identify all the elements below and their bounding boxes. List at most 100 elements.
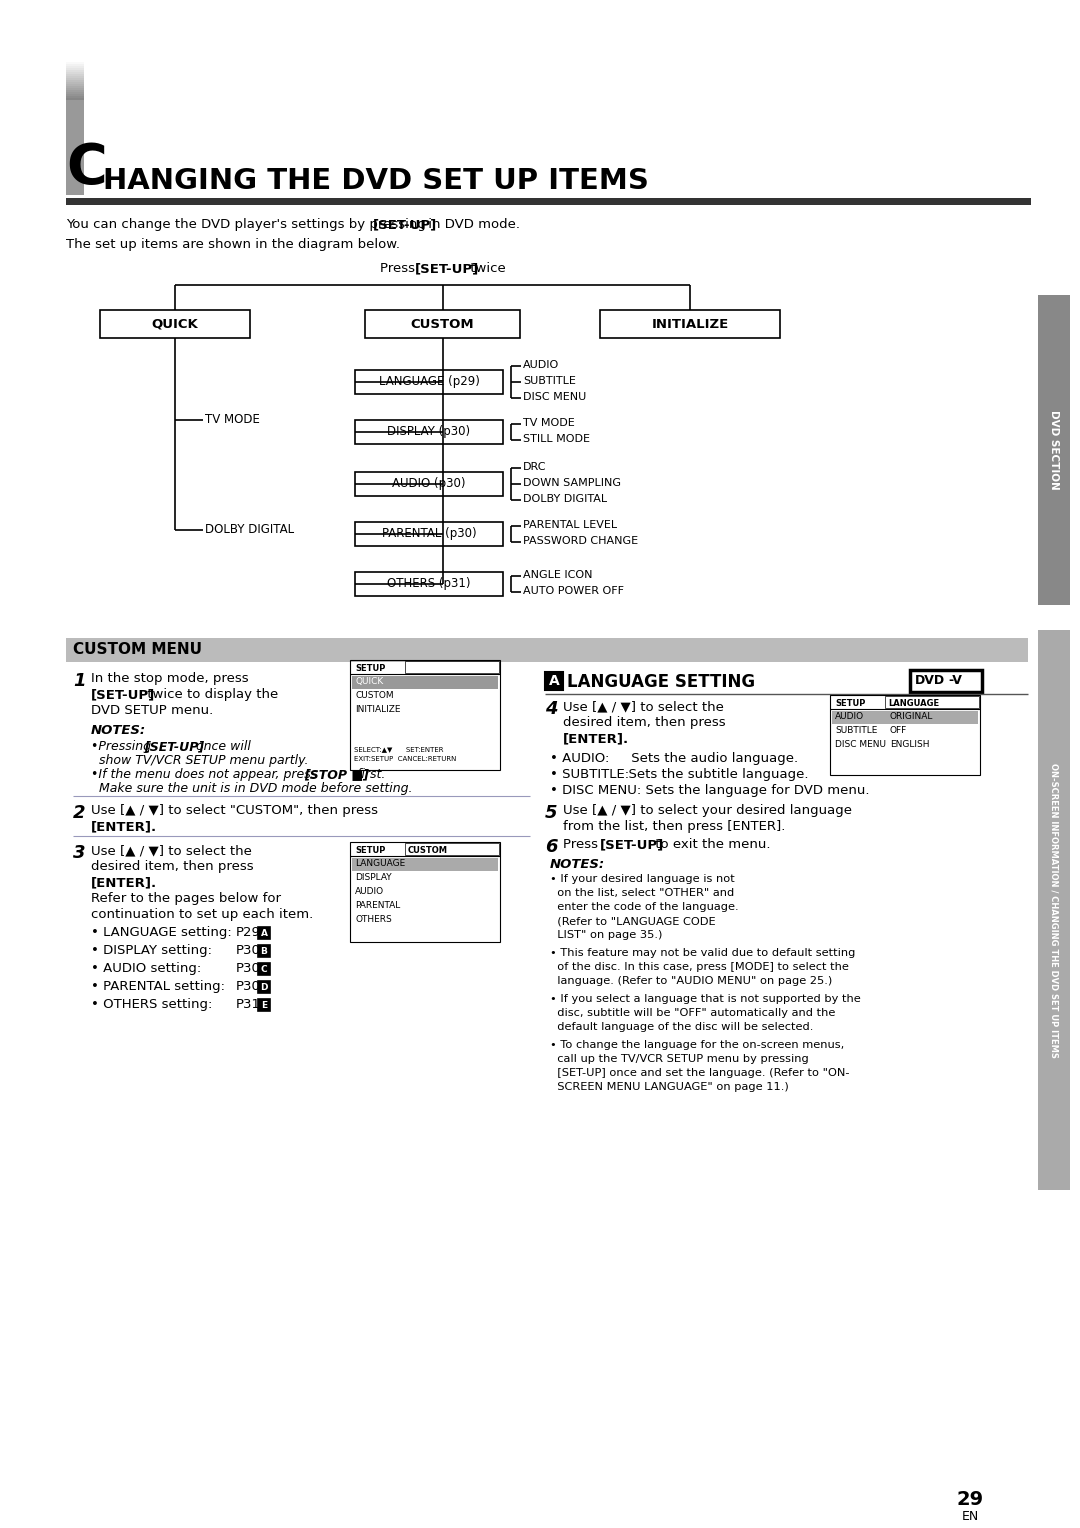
Text: Sets the subtitle language.: Sets the subtitle language. xyxy=(620,769,809,781)
Text: INITIALIZE: INITIALIZE xyxy=(355,704,401,714)
Text: [SET-UP]: [SET-UP] xyxy=(91,688,156,701)
Bar xyxy=(355,420,503,445)
Text: E: E xyxy=(261,1001,267,1010)
Text: [SET-UP]: [SET-UP] xyxy=(415,261,480,275)
Text: AUDIO: AUDIO xyxy=(355,886,384,895)
Text: The set up items are shown in the diagram below.: The set up items are shown in the diagra… xyxy=(66,238,400,251)
Text: EN: EN xyxy=(961,1510,978,1523)
Text: Use [▲ / ▼] to select "CUSTOM", then press: Use [▲ / ▼] to select "CUSTOM", then pre… xyxy=(91,804,378,817)
Text: AUDIO: AUDIO xyxy=(835,712,864,721)
Text: • AUDIO setting:: • AUDIO setting: xyxy=(91,963,201,975)
Bar xyxy=(66,72,84,73)
Text: to exit the menu.: to exit the menu. xyxy=(651,837,770,851)
Text: DISPLAY (p30): DISPLAY (p30) xyxy=(388,425,471,439)
Text: P29: P29 xyxy=(237,926,261,940)
Bar xyxy=(365,310,519,338)
Bar xyxy=(258,927,270,940)
Bar xyxy=(831,695,980,775)
Text: [SET-UP] once and set the language. (Refer to "ON-: [SET-UP] once and set the language. (Ref… xyxy=(550,1068,850,1077)
Text: OTHERS: OTHERS xyxy=(355,915,392,924)
Text: 6: 6 xyxy=(545,837,557,856)
Text: DVD: DVD xyxy=(915,674,945,688)
Text: [ENTER].: [ENTER]. xyxy=(563,732,630,746)
Text: LANGUAGE SETTING: LANGUAGE SETTING xyxy=(567,672,755,691)
Text: TV MODE: TV MODE xyxy=(523,419,575,428)
Text: PASSWORD CHANGE: PASSWORD CHANGE xyxy=(523,536,638,545)
Bar xyxy=(355,571,503,596)
Text: LANGUAGE: LANGUAGE xyxy=(355,859,405,868)
Bar xyxy=(66,84,84,86)
Text: desired item, then press: desired item, then press xyxy=(91,860,254,872)
Bar xyxy=(66,95,84,96)
Bar xyxy=(66,639,1028,662)
Bar xyxy=(405,843,499,856)
Bar xyxy=(66,99,84,196)
Text: CUSTOM: CUSTOM xyxy=(355,691,393,700)
Text: DISC MENU: DISC MENU xyxy=(835,740,886,749)
Bar xyxy=(66,90,84,92)
Text: OTHERS (p31): OTHERS (p31) xyxy=(388,578,471,590)
Text: Press: Press xyxy=(563,837,603,851)
Bar xyxy=(258,963,270,975)
Bar xyxy=(258,944,270,957)
Text: • OTHERS setting:: • OTHERS setting: xyxy=(91,998,213,1012)
Text: 2: 2 xyxy=(73,804,85,822)
Bar xyxy=(355,472,503,497)
Text: D: D xyxy=(260,983,268,992)
Text: INITIALIZE: INITIALIZE xyxy=(651,318,729,330)
Text: DOWN SAMPLING: DOWN SAMPLING xyxy=(523,478,621,487)
Text: P31: P31 xyxy=(237,998,261,1012)
Text: SELECT:▲▼      SET:ENTER: SELECT:▲▼ SET:ENTER xyxy=(354,746,444,752)
Text: Refer to the pages below for: Refer to the pages below for xyxy=(91,892,281,905)
Text: B: B xyxy=(260,946,268,955)
Text: 3: 3 xyxy=(73,843,85,862)
Text: HANGING THE DVD SET UP ITEMS: HANGING THE DVD SET UP ITEMS xyxy=(103,167,649,196)
Text: LIST" on page 35.): LIST" on page 35.) xyxy=(550,931,662,940)
Text: P30: P30 xyxy=(237,963,261,975)
Text: [ENTER].: [ENTER]. xyxy=(91,876,157,889)
Text: 5: 5 xyxy=(545,804,557,822)
Text: • SUBTITLE:: • SUBTITLE: xyxy=(550,769,630,781)
Text: DRC: DRC xyxy=(523,461,546,472)
Text: • If your desired language is not: • If your desired language is not xyxy=(550,874,734,885)
Text: once will: once will xyxy=(192,740,251,753)
Bar xyxy=(100,310,249,338)
Text: 1: 1 xyxy=(73,672,85,691)
Text: A: A xyxy=(260,929,268,938)
Text: DOLBY DIGITAL: DOLBY DIGITAL xyxy=(205,523,294,536)
Text: • PARENTAL setting:: • PARENTAL setting: xyxy=(91,979,225,993)
Bar xyxy=(600,310,780,338)
Bar xyxy=(66,69,84,70)
Text: SETUP: SETUP xyxy=(835,698,865,707)
Bar xyxy=(352,675,498,689)
Text: from the list, then press [ENTER].: from the list, then press [ENTER]. xyxy=(563,821,785,833)
Bar xyxy=(66,96,84,98)
Text: [ENTER].: [ENTER]. xyxy=(91,821,157,833)
Text: EXIT:SETUP  CANCEL:RETURN: EXIT:SETUP CANCEL:RETURN xyxy=(354,756,457,762)
Text: 29: 29 xyxy=(957,1490,984,1510)
Text: twice to display the: twice to display the xyxy=(143,688,279,701)
Text: [STOP ■]: [STOP ■] xyxy=(303,769,369,781)
Bar xyxy=(66,64,84,66)
Text: In the stop mode, press: In the stop mode, press xyxy=(91,672,248,685)
Text: enter the code of the language.: enter the code of the language. xyxy=(550,902,739,912)
Bar xyxy=(66,92,84,95)
Text: in DVD mode.: in DVD mode. xyxy=(424,219,519,231)
Text: • If you select a language that is not supported by the: • If you select a language that is not s… xyxy=(550,995,861,1004)
Text: SUBTITLE: SUBTITLE xyxy=(835,726,877,735)
Text: Make sure the unit is in DVD mode before setting.: Make sure the unit is in DVD mode before… xyxy=(91,782,413,795)
Bar xyxy=(66,63,84,64)
Bar xyxy=(355,523,503,545)
Bar xyxy=(66,83,84,84)
Text: [SET-UP]: [SET-UP] xyxy=(373,219,437,231)
Text: ANGLE ICON: ANGLE ICON xyxy=(523,570,593,581)
Text: language. (Refer to "AUDIO MENU" on page 25.): language. (Refer to "AUDIO MENU" on page… xyxy=(550,976,833,986)
Text: AUDIO (p30): AUDIO (p30) xyxy=(392,477,465,490)
Text: [SET-UP]: [SET-UP] xyxy=(144,740,204,753)
Text: QUICK: QUICK xyxy=(151,318,199,330)
Bar xyxy=(405,662,499,672)
Text: P30: P30 xyxy=(237,944,261,957)
Bar xyxy=(66,98,84,99)
Text: SCREEN MENU LANGUAGE" on page 11.): SCREEN MENU LANGUAGE" on page 11.) xyxy=(550,1082,788,1093)
Text: CUSTOM: CUSTOM xyxy=(410,318,474,330)
